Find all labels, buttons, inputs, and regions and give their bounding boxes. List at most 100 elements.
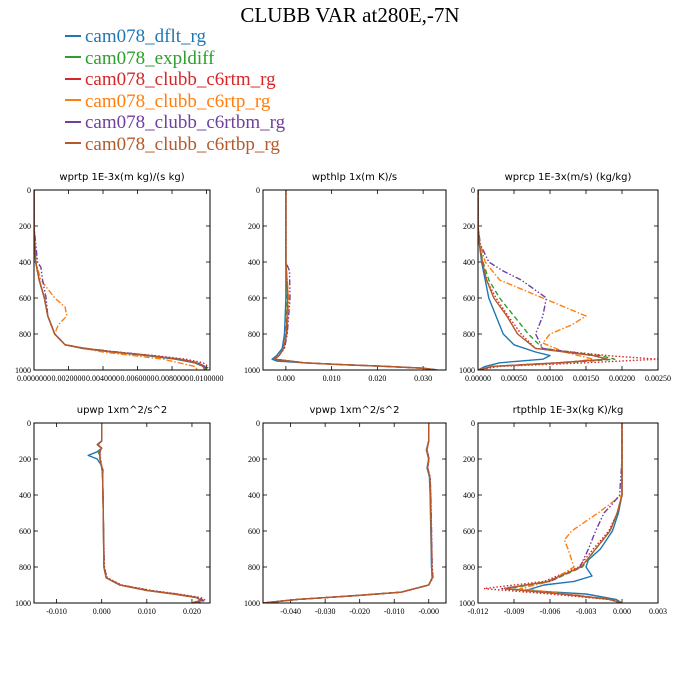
x-tick-label: -0.012: [468, 607, 489, 616]
y-tick-label: 0: [27, 186, 31, 195]
y-tick-label: 200: [463, 455, 475, 464]
legend-entry: cam078_clubb_c6rtp_rg: [65, 91, 285, 113]
series-line: [34, 190, 206, 370]
figure-title: CLUBB VAR at280E,-7N: [240, 3, 460, 27]
y-tick-label: 400: [19, 258, 31, 267]
y-tick-label: 1000: [459, 599, 475, 608]
x-tick-label: 0.0040000: [86, 374, 120, 383]
series-line: [34, 190, 208, 370]
panel-2: wpthlp 1x(m K)/s 0 200 400 600 800 1000 0.000 0.…: [244, 172, 447, 383]
y-tick-label: 1000: [244, 366, 260, 375]
x-tick-label: 0.000: [277, 374, 295, 383]
series-line: [263, 423, 433, 603]
legend-swatch: [65, 120, 81, 123]
legend: cam078_dflt_rg cam078_expldiff cam078_cl…: [65, 26, 285, 155]
panel-title: wprcp 1E-3x(m/s) (kg/kg): [505, 172, 632, 183]
y-tick-label: 0: [256, 419, 260, 428]
y-tick-label: 600: [19, 294, 31, 303]
y-tick-label: 600: [248, 527, 260, 536]
y-tick-label: 600: [463, 294, 475, 303]
plot-frame: [33, 422, 211, 604]
series-line: [97, 423, 204, 603]
plot-frame: [477, 422, 659, 604]
panel-3: wprcp 1E-3x(m/s) (kg/kg) 0 200 400 600 800 100…: [459, 172, 671, 383]
x-tick-label: 0.020: [183, 607, 201, 616]
panel-title: wpthlp 1x(m K)/s: [312, 172, 397, 183]
legend-label: cam078_clubb_c6rtbp_rg: [85, 133, 280, 155]
x-tick-label: 0.003: [649, 607, 667, 616]
y-tick-label: 1000: [15, 366, 31, 375]
y-tick-label: 0: [256, 186, 260, 195]
series-line: [263, 423, 433, 603]
x-tick-label: 0.020: [368, 374, 386, 383]
legend-entry: cam078_clubb_c6rtbm_rg: [65, 112, 285, 134]
legend-swatch: [65, 99, 81, 102]
x-tick-label: -0.000: [418, 607, 439, 616]
x-tick-label: -0.040: [280, 607, 301, 616]
panel-4: upwp 1xm^2/s^2 0 200 400 600 800 1000 -0.010 0.0…: [15, 405, 211, 616]
x-tick-label: -0.010: [384, 607, 405, 616]
legend-entry: cam078_dflt_rg: [65, 26, 285, 48]
y-tick-label: 600: [19, 527, 31, 536]
y-tick-label: 200: [248, 455, 260, 464]
panel-title: wprtp 1E-3x(m kg)/(s kg): [59, 172, 184, 183]
x-tick-label: 0.010: [138, 607, 156, 616]
y-tick-label: 1000: [15, 599, 31, 608]
series-line: [478, 190, 616, 370]
panel-title: rtpthlp 1E-3x(kg K)/kg: [513, 405, 624, 416]
legend-label: cam078_expldiff: [85, 47, 215, 69]
series-line: [34, 190, 206, 370]
y-tick-label: 600: [248, 294, 260, 303]
series-line: [263, 423, 434, 603]
series-line: [96, 423, 202, 603]
y-tick-label: 400: [248, 258, 260, 267]
x-tick-label: 0.000: [93, 607, 111, 616]
x-tick-label: 0.030: [414, 374, 432, 383]
panel-1: wprtp 1E-3x(m kg)/(s kg) 0 200 400 600 800 100…: [15, 172, 224, 383]
y-tick-label: 400: [19, 491, 31, 500]
x-tick-label: 0.0100000: [190, 374, 224, 383]
y-tick-label: 800: [463, 563, 475, 572]
series-line: [263, 423, 433, 603]
legend-swatch: [65, 77, 81, 80]
plot-frame: [477, 189, 659, 371]
y-tick-label: 400: [463, 258, 475, 267]
y-tick-label: 600: [463, 527, 475, 536]
x-tick-label: -0.003: [576, 607, 597, 616]
x-tick-label: 0.00200: [609, 374, 635, 383]
y-tick-label: 0: [471, 419, 475, 428]
series-group: [483, 423, 623, 603]
x-tick-label: 0.000: [613, 607, 631, 616]
series-group: [263, 423, 434, 603]
series-line: [503, 423, 623, 603]
x-tick-label: 0.010: [323, 374, 341, 383]
x-tick-label: 0.0020000: [52, 374, 86, 383]
series-line: [273, 190, 437, 370]
series-line: [263, 423, 434, 603]
series-group: [271, 190, 437, 370]
legend-swatch: [65, 34, 81, 37]
y-tick-label: 800: [248, 563, 260, 572]
y-tick-label: 200: [463, 222, 475, 231]
x-tick-label: 0.00000: [465, 374, 491, 383]
x-tick-label: -0.030: [315, 607, 336, 616]
series-line: [34, 190, 199, 370]
legend-swatch: [65, 142, 81, 145]
x-tick-label: 0.00050: [501, 374, 527, 383]
series-line: [96, 423, 202, 603]
series-line: [519, 423, 623, 603]
x-tick-label: 0.00100: [537, 374, 563, 383]
y-tick-label: 800: [19, 330, 31, 339]
series-line: [478, 190, 609, 370]
y-tick-label: 200: [19, 455, 31, 464]
x-tick-label: -0.006: [540, 607, 561, 616]
series-line: [34, 190, 210, 370]
series-line: [273, 190, 437, 370]
x-tick-label: -0.020: [349, 607, 370, 616]
legend-entry: cam078_clubb_c6rtm_rg: [65, 69, 285, 91]
series-group: [34, 190, 210, 370]
legend-label: cam078_clubb_c6rtp_rg: [85, 90, 271, 112]
y-tick-label: 200: [248, 222, 260, 231]
y-tick-label: 1000: [244, 599, 260, 608]
